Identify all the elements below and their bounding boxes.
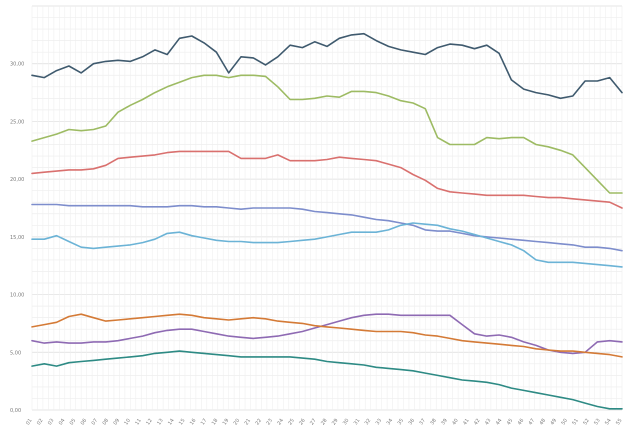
y-tick-label: 25,00 (10, 119, 24, 125)
x-tick-label: 15 (178, 418, 187, 427)
x-tick-label: 24 (276, 418, 285, 427)
x-tick-label: 14 (167, 418, 176, 427)
x-tick-label: 34 (386, 418, 395, 427)
x-tick-label: 44 (495, 418, 504, 427)
x-tick-label: 43 (484, 418, 493, 427)
series-line-6 (31, 313, 623, 355)
x-tick-label: 08 (102, 418, 111, 427)
x-tick-label: 03 (47, 418, 56, 427)
x-tick-label: 48 (539, 418, 548, 427)
x-tick-label: 38 (429, 418, 438, 427)
x-tick-label: 39 (440, 418, 449, 427)
x-tick-label: 22 (255, 418, 264, 427)
x-tick-label: 16 (189, 418, 198, 427)
x-tick-label: 42 (473, 418, 482, 427)
x-tick-label: 19 (222, 418, 231, 427)
chart-grid (31, 5, 623, 411)
series-line-2 (31, 74, 623, 194)
x-tick-label: 06 (80, 418, 89, 427)
x-tick-label: 17 (200, 418, 209, 427)
x-tick-label: 28 (320, 418, 329, 427)
series-line-1 (31, 32, 623, 100)
x-axis-ticks: 01 02 03 04 05 06 07 08 09 10 11 12 13 14 15 16 17 18 19 20… (25, 418, 624, 427)
x-tick-label: 36 (407, 418, 416, 427)
x-tick-label: 04 (58, 418, 67, 427)
series-line-3 (31, 150, 623, 209)
x-tick-label: 50 (560, 418, 569, 427)
y-tick-label: 15,00 (10, 235, 24, 241)
series-line-8 (31, 350, 623, 410)
y-tick-label: 30,00 (10, 62, 24, 68)
x-tick-label: 30 (342, 418, 351, 427)
x-tick-label: 41 (462, 418, 471, 427)
x-tick-label: 09 (112, 418, 121, 427)
x-tick-label: 10 (123, 418, 132, 427)
x-tick-label: 01 (25, 418, 34, 427)
x-tick-label: 54 (604, 418, 613, 427)
x-tick-label: 35 (397, 418, 406, 427)
x-tick-label: 29 (331, 418, 340, 427)
x-tick-label: 47 (528, 418, 537, 427)
x-tick-label: 11 (134, 418, 143, 427)
series-lines (31, 32, 623, 410)
x-tick-label: 02 (36, 418, 45, 427)
x-tick-label: 33 (375, 418, 384, 427)
series-line-7 (31, 313, 623, 358)
x-tick-label: 32 (364, 418, 373, 427)
y-tick-label: 0,00 (10, 408, 21, 414)
x-tick-label: 52 (582, 418, 591, 427)
x-tick-label: 53 (593, 418, 602, 427)
y-tick-label: 10,00 (10, 293, 24, 299)
x-tick-label: 31 (353, 418, 362, 427)
x-tick-label: 12 (145, 418, 154, 427)
x-tick-label: 13 (156, 418, 165, 427)
x-tick-label: 26 (298, 418, 307, 427)
x-tick-label: 37 (418, 418, 427, 427)
y-tick-label: 20,00 (10, 177, 24, 183)
x-tick-label: 25 (287, 418, 296, 427)
x-tick-label: 20 (233, 418, 242, 427)
x-tick-label: 05 (69, 418, 78, 427)
x-tick-label: 49 (550, 418, 559, 427)
x-tick-label: 21 (244, 418, 253, 427)
x-tick-label: 27 (309, 418, 318, 427)
x-tick-label: 18 (211, 418, 220, 427)
x-tick-label: 23 (265, 418, 274, 427)
x-tick-label: 07 (91, 418, 100, 427)
y-tick-label: 5,00 (10, 350, 21, 356)
y-axis-ticks: 0,00 5,00 10,00 15,00 20,00 25,00 30,00 (10, 62, 24, 414)
x-tick-label: 45 (506, 418, 515, 427)
x-tick-label: 46 (517, 418, 526, 427)
x-tick-label: 55 (615, 418, 624, 427)
x-tick-label: 51 (571, 418, 580, 427)
series-line-5 (31, 222, 623, 268)
series-line-4 (31, 203, 623, 252)
x-tick-label: 40 (451, 418, 460, 427)
